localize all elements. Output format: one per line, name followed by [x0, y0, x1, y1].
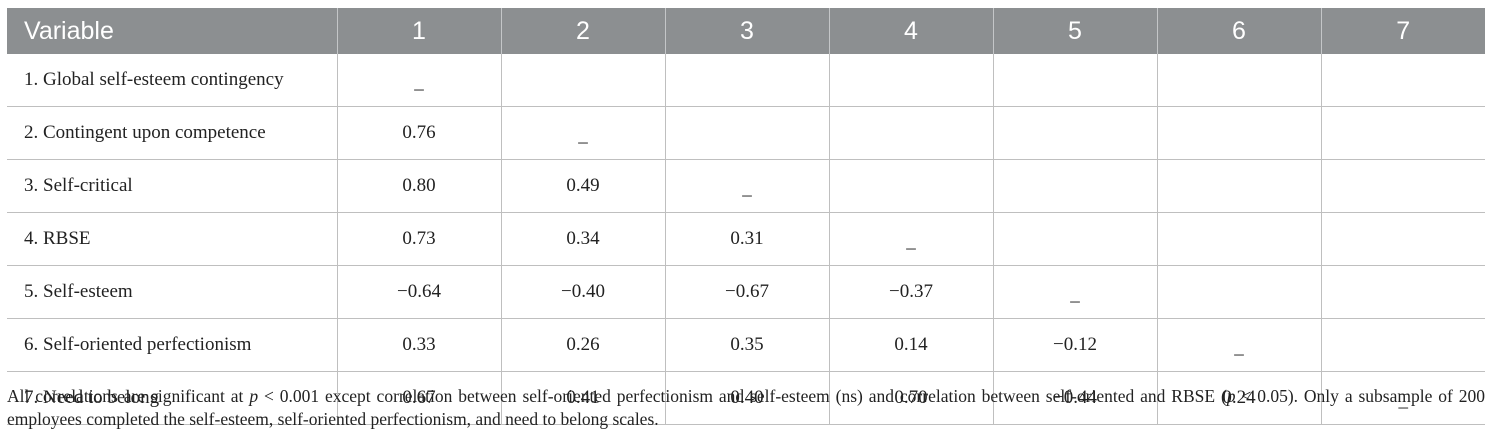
table-cell: [1156, 212, 1322, 266]
table-cell: [1320, 318, 1485, 372]
row-label: 4. RBSE: [7, 212, 338, 266]
table-cell: 0.26: [500, 318, 666, 372]
table-cell: 0.24: [1156, 371, 1322, 425]
table-cell: [992, 54, 1158, 107]
header-col-5: 5: [992, 8, 1157, 54]
table-cell: [1156, 265, 1322, 319]
table-cell: [1156, 159, 1322, 213]
table-cell: [664, 106, 830, 160]
header-col-3: 3: [664, 8, 829, 54]
table-cell: −0.64: [336, 265, 502, 319]
table-cell: [992, 159, 1158, 213]
table-cell: _: [1320, 371, 1485, 425]
table-cell: [992, 212, 1158, 266]
table-cell: [664, 54, 830, 107]
table-cell: 0.80: [336, 159, 502, 213]
row-label: 2. Contingent upon competence: [7, 106, 338, 160]
row-label: 1. Global self-esteem contingency: [7, 54, 338, 107]
table-cell: −0.44: [992, 371, 1158, 425]
table-cell: [1320, 54, 1485, 107]
table-cell: [828, 159, 994, 213]
table-cell: 0.67: [336, 371, 502, 425]
table-cell: 0.40: [664, 371, 830, 425]
table-row: 4. RBSE 0.73 0.34 0.31 _: [7, 212, 1485, 266]
table-cell: _: [992, 265, 1158, 319]
table-cell: 0.31: [664, 212, 830, 266]
table-cell: 0.70: [828, 371, 994, 425]
header-variable: Variable: [7, 8, 337, 54]
table-cell: −0.40: [500, 265, 666, 319]
table-row: 6. Self-oriented perfectionism 0.33 0.26…: [7, 318, 1485, 372]
table-cell: [1320, 106, 1485, 160]
header-col-4: 4: [828, 8, 993, 54]
table-cell: −0.67: [664, 265, 830, 319]
table-cell: −0.37: [828, 265, 994, 319]
table-cell: [500, 54, 666, 107]
table-cell: 0.73: [336, 212, 502, 266]
table-cell: [992, 106, 1158, 160]
table-cell: 0.49: [500, 159, 666, 213]
table-cell: [1156, 106, 1322, 160]
correlation-table-container: Variable 1 2 3 4 5 6 7 1. Global self-es…: [7, 8, 1485, 425]
footnote-text-2: < 0.001 except correlation between self-…: [258, 386, 1227, 406]
table-cell: [1320, 212, 1485, 266]
header-col-2: 2: [500, 8, 665, 54]
table-cell: _: [828, 212, 994, 266]
table-cell: −0.12: [992, 318, 1158, 372]
row-label: 6. Self-oriented perfectionism: [7, 318, 338, 372]
header-row: Variable 1 2 3 4 5 6 7: [7, 8, 1485, 54]
table-row: 3. Self-critical 0.80 0.49 _: [7, 159, 1485, 213]
table-cell: _: [1156, 318, 1322, 372]
table-row: 7. Need to belong 0.67 0.41 0.40 0.70 −0…: [7, 371, 1485, 425]
table-cell: [828, 54, 994, 107]
table-cell: 0.34: [500, 212, 666, 266]
correlation-table: Variable 1 2 3 4 5 6 7 1. Global self-es…: [7, 8, 1485, 425]
table-footnote: All correlations are significant at p < …: [7, 385, 1485, 431]
table-cell: [1320, 159, 1485, 213]
table-cell: [828, 106, 994, 160]
header-col-1: 1: [336, 8, 501, 54]
footnote-text-3: < 0.05). Only a subsample of 200 employe…: [7, 386, 1485, 429]
footnote-p-symbol: p: [1226, 386, 1236, 406]
header-col-7: 7: [1320, 8, 1485, 54]
table-cell: 0.41: [500, 371, 666, 425]
table-row: 2. Contingent upon competence 0.76 _: [7, 106, 1485, 160]
table-cell: 0.33: [336, 318, 502, 372]
table-row: 1. Global self-esteem contingency _: [7, 54, 1485, 107]
footnote-p-symbol: p: [249, 386, 259, 406]
row-label: 7. Need to belong: [7, 371, 338, 425]
row-label: 5. Self-esteem: [7, 265, 338, 319]
footnote-text-1: All correlations are significant at: [7, 386, 250, 406]
table-cell: _: [664, 159, 830, 213]
header-col-6: 6: [1156, 8, 1321, 54]
table-row: 5. Self-esteem −0.64 −0.40 −0.67 −0.37 _: [7, 265, 1485, 319]
table-cell: _: [500, 106, 666, 160]
table-cell: 0.35: [664, 318, 830, 372]
row-label: 3. Self-critical: [7, 159, 338, 213]
table-cell: 0.76: [336, 106, 502, 160]
table-cell: _: [336, 54, 502, 107]
table-cell: 0.14: [828, 318, 994, 372]
table-cell: [1156, 54, 1322, 107]
table-cell: [1320, 265, 1485, 319]
